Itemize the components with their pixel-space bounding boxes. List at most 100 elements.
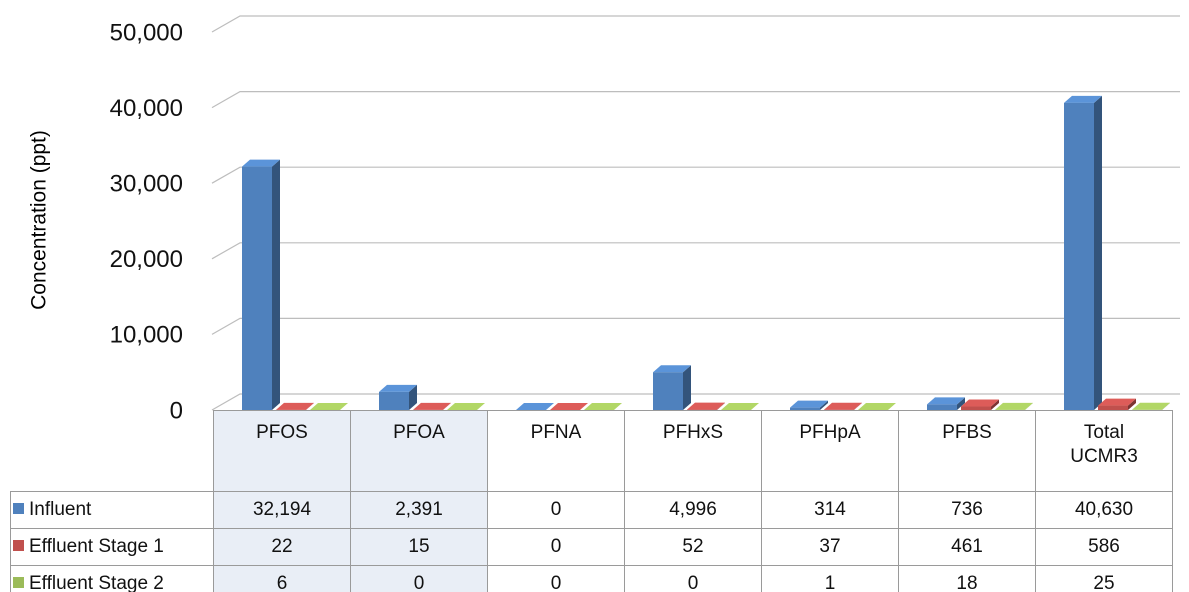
bar-side	[1025, 402, 1033, 410]
y-tick-label: 10,000	[110, 322, 183, 349]
table-value: 0	[624, 565, 762, 592]
legend-label: Influent	[29, 499, 92, 520]
bar-side	[683, 365, 691, 410]
legend-swatch	[13, 540, 24, 551]
bar-top	[276, 402, 314, 410]
legend-cell: Effluent Stage 1	[10, 528, 214, 566]
bar-top	[310, 402, 348, 410]
table-value: 52	[624, 528, 762, 566]
table-value: 586	[1035, 528, 1173, 566]
x-tick-label: PFOA	[393, 422, 445, 443]
legend-label: Effluent Stage 1	[29, 536, 164, 557]
category-cell: PFNA	[487, 410, 625, 492]
table-value: 2,391	[350, 491, 488, 529]
bar-top	[379, 384, 417, 392]
table-row: Influent 32,194 2,391 0 4,996 314 736 40,630	[10, 491, 1173, 529]
x-tick-label: PFBS	[942, 422, 992, 443]
bar-side	[1162, 402, 1170, 410]
bar-top	[550, 403, 588, 410]
bar-top	[927, 397, 965, 405]
grid-line	[211, 317, 1180, 335]
bar-top	[653, 365, 691, 373]
category-cell: PFHpA	[761, 410, 899, 492]
bar-side	[957, 397, 965, 410]
bar	[961, 406, 991, 410]
table-value: 0	[487, 528, 625, 566]
category-cell: Total UCMR3	[1035, 410, 1173, 492]
bar	[1064, 102, 1094, 411]
y-tick-label: 30,000	[110, 171, 183, 198]
bar-top	[961, 399, 999, 407]
table-value: 1	[761, 565, 899, 592]
table-value: 37	[761, 528, 899, 566]
grid-line	[211, 15, 1180, 33]
category-cell: PFBS	[898, 410, 1036, 492]
x-tick-label: PFHpA	[799, 422, 861, 443]
bar	[790, 407, 820, 410]
bar-side	[409, 384, 417, 410]
table-header-row: PFOS PFOA PFNA PFHxS PFHpA PFBS Total UCMR3	[10, 410, 1173, 492]
table-value: 4,996	[624, 491, 762, 529]
bar	[1098, 405, 1128, 410]
bar	[242, 166, 272, 410]
category-cell: PFHxS	[624, 410, 762, 492]
bar-side	[888, 402, 896, 410]
bar-top	[790, 400, 828, 408]
table-value: 32,194	[213, 491, 351, 529]
legend-label: Effluent Stage 2	[29, 573, 164, 592]
bar-top	[516, 403, 554, 410]
table-value: 0	[487, 491, 625, 529]
bar-top	[687, 402, 725, 410]
grid-line	[211, 393, 1180, 411]
bar-side	[340, 402, 348, 410]
bar-side	[717, 402, 725, 410]
bar-side	[306, 402, 314, 410]
table-value: 15	[350, 528, 488, 566]
table-value: 6	[213, 565, 351, 592]
legend-cell: Effluent Stage 2	[10, 565, 214, 592]
grid-line	[211, 90, 1180, 109]
table-row: Effluent Stage 1 22 15 0 52 37 461 586	[10, 528, 1173, 566]
legend-swatch	[13, 577, 24, 588]
bar-side	[443, 402, 451, 410]
bar-side	[991, 399, 999, 410]
bar-side	[820, 400, 828, 410]
bar-top	[413, 402, 451, 410]
x-tick-label: Total UCMR3	[1070, 422, 1138, 467]
legend-swatch	[13, 503, 24, 514]
bar-side	[854, 402, 862, 410]
table-row: Effluent Stage 2 6 0 0 0 1 18 25	[10, 565, 1173, 592]
table-value: 0	[350, 565, 488, 592]
bar-top	[1064, 95, 1102, 103]
bar-top	[824, 402, 862, 410]
bar-top	[858, 402, 896, 410]
bar-top	[995, 402, 1033, 410]
y-tick-label: 20,000	[110, 246, 183, 273]
table-value: 18	[898, 565, 1036, 592]
x-tick-label: PFHxS	[662, 422, 724, 443]
table-corner	[10, 410, 214, 492]
y-tick-label: 40,000	[110, 95, 183, 122]
grid-line	[211, 242, 1180, 260]
x-tick-label: PFOS	[256, 422, 308, 443]
bar	[927, 404, 957, 410]
bar-top	[242, 159, 280, 167]
legend-cell: Influent	[10, 491, 214, 529]
table-value: 314	[761, 491, 899, 529]
bar	[653, 372, 683, 410]
bar	[379, 391, 409, 410]
x-tick-label: PFNA	[530, 422, 582, 443]
bar-top	[1098, 398, 1136, 406]
grid-line	[211, 166, 1180, 184]
bar-top	[1132, 402, 1170, 410]
bar-side	[1128, 398, 1136, 410]
category-cell: PFOS	[213, 410, 351, 492]
table-value: 736	[898, 491, 1036, 529]
table-value: 40,630	[1035, 491, 1173, 529]
table-value: 25	[1035, 565, 1173, 592]
bar-top	[584, 403, 622, 410]
y-tick-label: 50,000	[110, 19, 183, 46]
bar-side	[1094, 95, 1102, 411]
